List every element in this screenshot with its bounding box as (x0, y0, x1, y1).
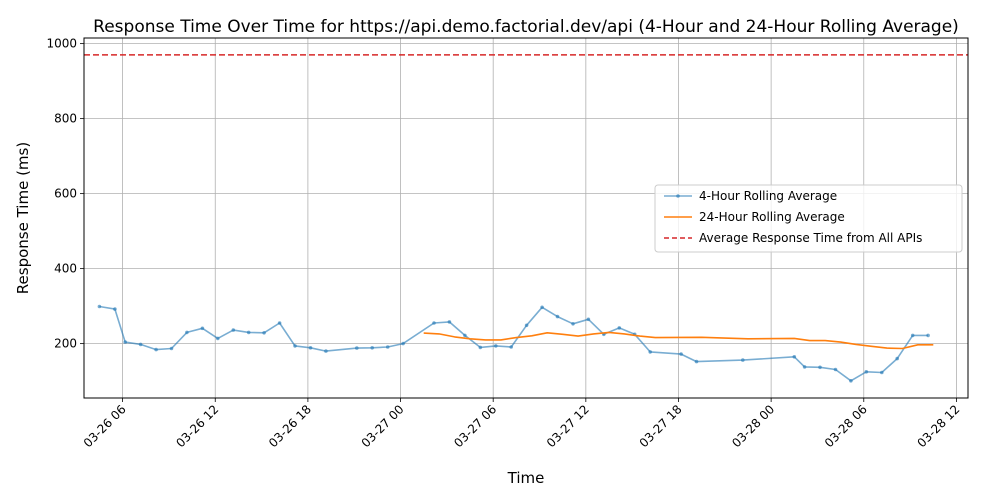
data-point-4h (926, 333, 930, 338)
data-point-4h (648, 350, 652, 354)
plot-frame (83, 37, 969, 399)
data-point-4h (185, 330, 189, 335)
y-tick-label: 200 (54, 337, 77, 351)
chart-title: Response Time Over Time for https://api.… (93, 17, 959, 37)
data-point-4h (509, 345, 513, 349)
data-point-4h (262, 331, 266, 335)
series-layer (97, 304, 934, 383)
data-point-4h (792, 355, 797, 359)
data-point-4h (432, 321, 436, 325)
data-point-4h (138, 342, 143, 347)
data-point-4h (113, 307, 117, 311)
legend-label-24h: 24-Hour Rolling Average (699, 210, 845, 224)
y-tick-label: 1000 (46, 37, 77, 51)
data-point-4h (154, 347, 158, 352)
data-point-4h (246, 330, 251, 335)
data-point-4h (694, 359, 699, 364)
legend-marker-4h (676, 194, 680, 198)
data-point-4h (478, 345, 483, 350)
data-point-4h (617, 326, 622, 330)
data-point-4h (200, 326, 205, 331)
legend: 4-Hour Rolling Average 24-Hour Rolling A… (654, 184, 963, 253)
data-point-4h (679, 352, 683, 356)
y-axis-title: Response Time (ms) (14, 142, 32, 294)
data-point-4h (401, 341, 405, 346)
y-axis-ticks: 200 400 600 800 1000 (46, 37, 84, 351)
data-point-4h (895, 356, 899, 361)
data-point-4h (586, 317, 591, 322)
legend-label-4h: 4-Hour Rolling Average (699, 189, 837, 203)
data-point-4h (802, 365, 807, 369)
data-point-4h (880, 370, 884, 375)
data-point-4h (910, 333, 915, 338)
data-point-4h (308, 346, 313, 350)
data-point-4h (447, 320, 452, 324)
data-point-4h (324, 349, 328, 353)
data-point-4h (849, 379, 853, 383)
data-point-4h (231, 328, 236, 332)
data-point-4h (370, 346, 375, 350)
data-point-4h (463, 333, 467, 338)
series-line-24h (423, 331, 934, 350)
legend-label-all-apis: Average Response Time from All APIs (699, 231, 922, 245)
legend-box (654, 184, 963, 253)
data-point-4h (741, 358, 745, 362)
data-point-4h (169, 346, 174, 351)
data-point-4h (864, 370, 869, 374)
data-point-4h (555, 314, 560, 319)
data-point-4h (818, 365, 822, 370)
y-tick-label: 400 (54, 262, 77, 276)
y-tick-label: 800 (54, 112, 77, 126)
x-axis-title: Time (507, 469, 545, 487)
data-point-4h (833, 367, 838, 372)
data-point-4h (494, 344, 498, 348)
data-point-4h (123, 340, 127, 344)
data-point-4h (216, 336, 220, 341)
data-point-4h (97, 304, 102, 309)
data-point-4h (293, 344, 297, 348)
series-line-4h (99, 305, 929, 382)
data-point-4h (540, 305, 544, 310)
data-point-4h (355, 346, 359, 350)
data-point-4h (571, 322, 575, 326)
y-tick-label: 600 (54, 187, 77, 201)
data-point-4h (385, 345, 390, 349)
data-point-4h (524, 323, 529, 328)
data-point-4h (277, 321, 282, 325)
